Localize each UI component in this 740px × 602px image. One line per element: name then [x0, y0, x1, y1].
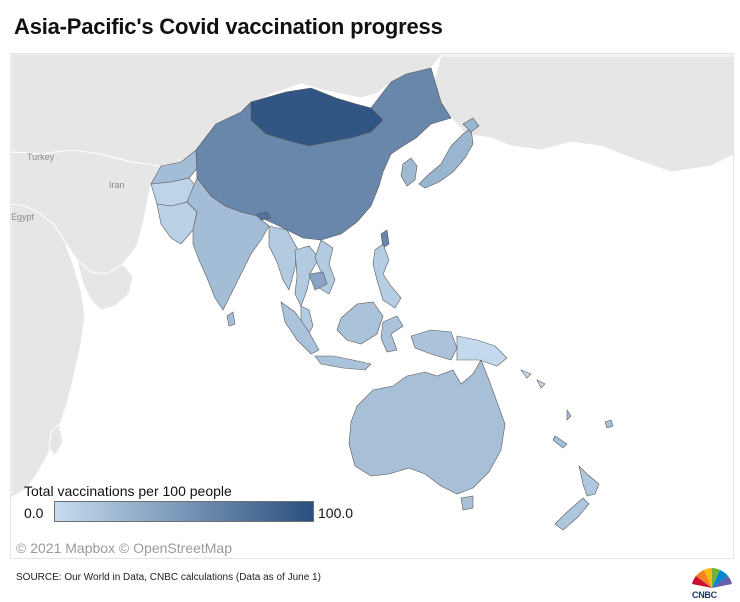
source-note: SOURCE: Our World in Data, CNBC calculat…: [16, 572, 321, 583]
legend-gradient-bar: [54, 501, 314, 522]
legend-min-label: 0.0: [24, 505, 44, 521]
region-australia: [348, 359, 506, 495]
legend-max-label: 100.0: [318, 505, 354, 521]
region-vanuatu: [566, 409, 572, 421]
region-new-caledonia: [552, 435, 568, 449]
region-solomons: [520, 369, 546, 389]
region-tasmania: [460, 495, 474, 511]
region-png: [456, 335, 508, 367]
region-japan-hokkaido: [462, 117, 480, 133]
label-turkey: Turkey: [27, 152, 55, 162]
region-west-papua: [410, 329, 458, 361]
region-nz-south: [554, 497, 590, 531]
base-land: [11, 54, 733, 499]
cnbc-peacock-logo: [690, 566, 734, 600]
region-fiji: [604, 419, 614, 429]
region-taiwan: [380, 229, 390, 249]
region-nz-north: [578, 465, 600, 497]
region-pakistan: [156, 201, 198, 245]
countries: [150, 67, 614, 531]
region-thailand: [294, 245, 320, 307]
region-borneo: [336, 301, 384, 345]
land-russia-east: [430, 55, 733, 173]
region-philippines: [372, 243, 402, 309]
label-iran: Iran: [109, 180, 125, 190]
region-japan: [418, 127, 474, 189]
region-sumatra: [280, 301, 320, 355]
chart-title: Asia-Pacific's Covid vaccination progres…: [14, 14, 443, 39]
region-myanmar: [268, 225, 298, 291]
region-india: [186, 177, 270, 311]
region-china: [195, 67, 452, 241]
region-cambodia: [308, 271, 328, 291]
choropleth-map: [11, 54, 733, 531]
land-africa: [11, 203, 86, 499]
brand-wordmark: CNBC: [692, 590, 717, 600]
land-arabia: [76, 258, 134, 311]
land-madagascar: [48, 423, 64, 457]
region-java: [314, 355, 372, 371]
region-sulawesi: [380, 315, 404, 353]
region-korea: [400, 157, 418, 187]
legend-title: Total vaccinations per 100 people: [24, 483, 232, 499]
map-attribution[interactable]: © 2021 Mapbox © OpenStreetMap: [16, 540, 232, 556]
region-bhutan: [256, 211, 272, 221]
region-sri-lanka: [226, 311, 236, 327]
label-egypt: Egypt: [11, 212, 35, 222]
map-frame[interactable]: Turkey Iran Egypt: [10, 53, 734, 559]
